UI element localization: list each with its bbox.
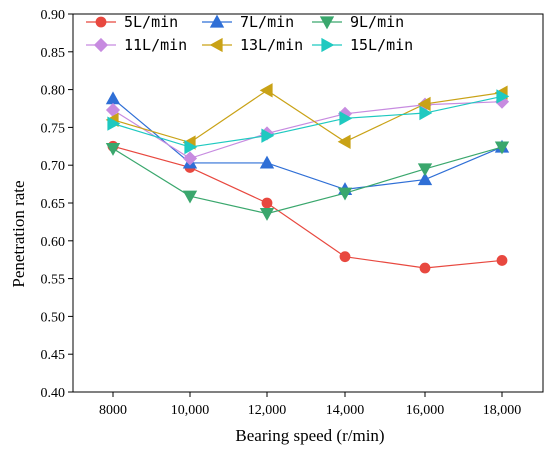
legend-item: 7L/min — [202, 13, 294, 31]
series-line — [112, 101, 503, 160]
data-point — [259, 83, 273, 98]
data-point — [496, 255, 508, 266]
legend-marker — [209, 14, 225, 28]
legend-label: 13L/min — [240, 36, 303, 54]
y-tick-label: 0.85 — [41, 46, 66, 61]
data-point — [259, 207, 275, 221]
data-point — [496, 89, 510, 104]
y-tick-label: 0.90 — [41, 8, 66, 23]
data-point — [339, 111, 353, 126]
series-15lmin — [107, 89, 510, 155]
data-point — [494, 141, 510, 155]
data-point — [417, 172, 433, 186]
data-point — [337, 187, 353, 201]
data-point — [417, 96, 431, 112]
data-point — [182, 190, 198, 204]
y-axis-label: Penetration rate — [9, 180, 28, 287]
data-point — [419, 262, 431, 274]
legend-label: 9L/min — [350, 13, 404, 31]
data-point — [184, 139, 198, 155]
x-tick-label: 14,000 — [326, 403, 365, 418]
y-tick-label: 0.75 — [41, 121, 66, 136]
legend-marker — [95, 16, 107, 28]
legend-label: 5L/min — [124, 13, 178, 31]
data-point — [419, 105, 433, 121]
data-point — [259, 155, 275, 169]
data-point — [105, 91, 121, 105]
legend-item: 15L/min — [312, 36, 413, 54]
series-11lmin — [105, 94, 510, 166]
legend-item: 13L/min — [202, 36, 303, 54]
x-tick-label: 16,000 — [406, 403, 445, 418]
legend-marker — [321, 37, 335, 53]
series-layer — [105, 83, 510, 274]
data-point — [261, 128, 275, 143]
x-tick-label: 18,000 — [483, 403, 522, 418]
y-tick-label: 0.45 — [41, 348, 66, 363]
data-point — [261, 197, 273, 209]
series-13lmin — [105, 83, 508, 150]
axes: 0.40 0.45 0.50 0.55 0.60 0.65 0.70 0.75 0.80 0.85… — [41, 8, 544, 418]
y-tick-label: 0.65 — [41, 197, 66, 212]
legend-marker — [209, 37, 223, 53]
legend: 5L/min 7L/min 9L/min 11L/min 13L/min 15L/min — [86, 13, 413, 54]
legend-marker — [319, 16, 335, 30]
y-tick-label: 0.80 — [41, 84, 66, 99]
y-tick-label: 0.40 — [41, 386, 66, 401]
series-7lmin — [105, 91, 510, 195]
legend-marker — [93, 37, 109, 53]
y-tick-label: 0.70 — [41, 159, 66, 174]
x-tick-label: 12,000 — [248, 403, 287, 418]
data-point — [339, 251, 351, 263]
x-axis-label: Bearing speed (r/min) — [235, 426, 384, 445]
data-point — [337, 134, 351, 149]
x-tick-label: 10,000 — [171, 403, 210, 418]
y-tick-label: 0.50 — [41, 310, 66, 325]
y-tick-label: 0.60 — [41, 235, 66, 250]
series-5lmin — [107, 140, 508, 274]
series-line — [112, 146, 503, 215]
data-point — [182, 151, 198, 166]
series-line — [112, 145, 503, 269]
legend-item: 5L/min — [86, 13, 178, 31]
x-tick-label: 8000 — [99, 403, 127, 418]
series-line — [112, 89, 503, 144]
series-line — [112, 95, 503, 148]
data-point — [417, 163, 433, 177]
legend-label: 15L/min — [350, 36, 413, 54]
series-9lmin — [105, 141, 510, 221]
data-point — [107, 116, 121, 131]
legend-item: 9L/min — [312, 13, 404, 31]
legend-item: 11L/min — [86, 36, 187, 54]
data-point — [105, 142, 121, 156]
legend-label: 11L/min — [124, 36, 187, 54]
y-tick-label: 0.55 — [41, 273, 66, 288]
legend-label: 7L/min — [240, 13, 294, 31]
series-line — [112, 98, 503, 191]
